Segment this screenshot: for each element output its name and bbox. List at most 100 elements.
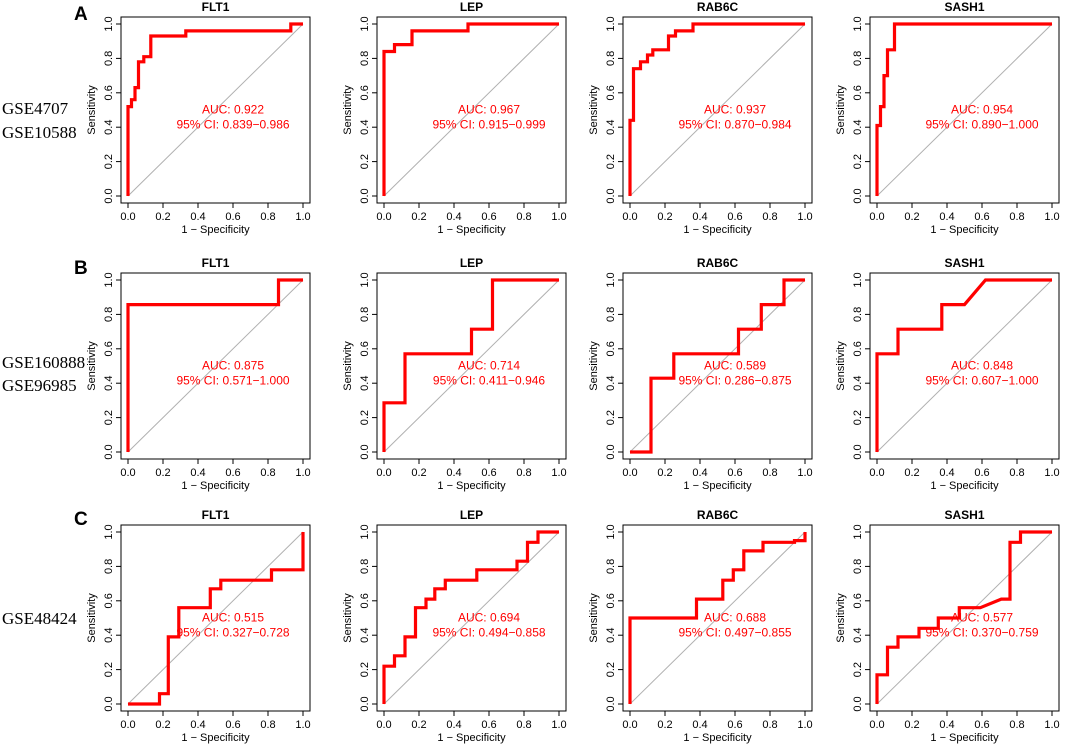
panel-b-flt1-ytick-label: 0.8 bbox=[103, 307, 115, 322]
panel-a-flt1-xtick-label: 1.0 bbox=[295, 211, 310, 223]
panel-b-lep-auc-label: AUC: 0.714 bbox=[458, 358, 520, 372]
panel-a-sash1-roc-curve bbox=[875, 22, 1052, 196]
panel-b-sash1-title: SASH1 bbox=[944, 256, 984, 270]
panel-a-rab6c-ytick-label: 1.0 bbox=[605, 16, 617, 31]
panel-c-flt1-ytick-label: 0.4 bbox=[103, 628, 115, 643]
panel-c-rab6c-xtick-label: 0.0 bbox=[622, 719, 637, 731]
panel-b-flt1-ytick-label: 0.2 bbox=[103, 410, 115, 425]
panel-c-lep-ylabel: Sensitivity bbox=[342, 593, 354, 643]
panel-a-rab6c-title: RAB6C bbox=[697, 0, 739, 14]
panel-c-rab6c-ytick-label: 0.4 bbox=[605, 628, 617, 643]
panel-a-flt1-title: FLT1 bbox=[202, 0, 230, 14]
panel-b-lep-xtick-label: 0.2 bbox=[411, 467, 426, 479]
panel-a-rab6c-xlabel: 1 − Specificity bbox=[683, 224, 752, 236]
panel-b-sash1-xtick-label: 0.0 bbox=[869, 467, 884, 479]
panel-b-lep-xtick-label: 0.8 bbox=[516, 467, 531, 479]
panel-c-sash1-ylabel: Sensitivity bbox=[835, 593, 847, 643]
panel-b-rab6c-auc-label: AUC: 0.589 bbox=[704, 358, 766, 372]
dataset-label-a1: GSE4707 bbox=[2, 99, 69, 118]
panel-a-sash1-ci-label: 95% CI: 0.890−1.000 bbox=[925, 117, 1038, 131]
panel-c-flt1-diagonal bbox=[127, 531, 304, 705]
panel-c-sash1-roc-curve bbox=[875, 530, 1052, 704]
panel-b-sash1-ytick-label: 0.8 bbox=[852, 307, 864, 322]
panel-a-lep-ytick-label: 1.0 bbox=[359, 16, 371, 31]
panel-b-lep-ytick-label: 0.8 bbox=[359, 307, 371, 322]
panel-b-flt1: FLT1 0.0 0.0 0.2 0.2 0.4 0.4 0.6 0.6 0.8 0.8 1.0 1.0… bbox=[86, 256, 311, 492]
panel-b-flt1-auc-label: AUC: 0.875 bbox=[202, 358, 264, 372]
panel-b-lep: LEP 0.0 0.0 0.2 0.2 0.4 0.4 0.6 0.6 0.8 0.8 1.0 1.0 1… bbox=[342, 256, 567, 492]
panel-b-sash1-ylabel: Sensitivity bbox=[835, 341, 847, 391]
panel-a-lep-xtick-label: 1.0 bbox=[551, 211, 566, 223]
panel-c-sash1-ytick-label: 0.6 bbox=[852, 593, 864, 608]
panel-c-sash1: SASH1 0.0 0.0 0.2 0.2 0.4 0.4 0.6 0.6 0.8 0.8 1.0 1.… bbox=[835, 508, 1060, 744]
panel-b-lep-ytick-label: 1.0 bbox=[359, 272, 371, 287]
panel-c-sash1-xtick-label: 1.0 bbox=[1044, 719, 1059, 731]
panel-b-rab6c-xtick-label: 0.6 bbox=[727, 467, 742, 479]
panel-c-lep-ytick-label: 0.8 bbox=[359, 559, 371, 574]
panel-c-flt1: FLT1 0.0 0.0 0.2 0.2 0.4 0.4 0.6 0.6 0.8 0.8 1.0 1.0… bbox=[86, 508, 311, 744]
row-letter-a: A bbox=[74, 4, 88, 25]
panel-a-sash1: SASH1 0.0 0.0 0.2 0.2 0.4 0.4 0.6 0.6 0.8 0.8 1.0 1.… bbox=[835, 0, 1060, 236]
panel-a-sash1-xtick-label: 0.8 bbox=[1009, 211, 1024, 223]
panel-b-lep-xtick-label: 0.0 bbox=[376, 467, 391, 479]
panel-b-rab6c-ytick-label: 0.0 bbox=[605, 444, 617, 459]
row-letter-b: B bbox=[74, 258, 88, 279]
panel-a-flt1-xtick-label: 0.4 bbox=[190, 211, 205, 223]
panel-b-sash1-diagonal bbox=[876, 279, 1053, 453]
panel-c-lep-xtick-label: 1.0 bbox=[551, 719, 566, 731]
panel-c-rab6c-roc-curve bbox=[628, 532, 807, 704]
panel-c-sash1-xtick-label: 0.8 bbox=[1009, 719, 1024, 731]
panel-c-flt1-ci-label: 95% CI: 0.327−0.728 bbox=[176, 625, 289, 639]
panel-a-lep-roc-curve bbox=[382, 22, 559, 196]
panel-c-sash1-ytick-label: 0.8 bbox=[852, 559, 864, 574]
panel-b-sash1-auc-label: AUC: 0.848 bbox=[951, 358, 1013, 372]
panel-c-flt1-xtick-label: 0.4 bbox=[190, 719, 205, 731]
panel-a-lep-ytick-label: 0.8 bbox=[359, 51, 371, 66]
panel-b-sash1-ytick-label: 0.0 bbox=[852, 444, 864, 459]
panel-b-flt1-roc-curve bbox=[126, 278, 303, 452]
panel-c-lep-auc-label: AUC: 0.694 bbox=[458, 610, 520, 624]
panel-c-lep-xtick-label: 0.6 bbox=[481, 719, 496, 731]
panel-a-flt1-ytick-label: 0.2 bbox=[103, 154, 115, 169]
panel-a-rab6c-xtick-label: 1.0 bbox=[797, 211, 812, 223]
panel-c-sash1-frame bbox=[869, 524, 1060, 712]
panel-c-rab6c-frame bbox=[622, 524, 813, 712]
panel-a-lep: LEP 0.0 0.0 0.2 0.2 0.4 0.4 0.6 0.6 0.8 0.8 1.0 1.0 1… bbox=[342, 0, 567, 236]
panel-c-rab6c-ci-label: 95% CI: 0.497−0.855 bbox=[678, 625, 791, 639]
panel-b-lep-ytick-label: 0.6 bbox=[359, 341, 371, 356]
panel-a-sash1-diagonal bbox=[876, 23, 1053, 197]
panel-b-sash1-xtick-label: 0.8 bbox=[1009, 467, 1024, 479]
panel-c-lep-ytick-label: 0.2 bbox=[359, 662, 371, 677]
panel-c-rab6c-xlabel: 1 − Specificity bbox=[683, 732, 752, 744]
panel-a-flt1-ytick-label: 0.8 bbox=[103, 51, 115, 66]
panel-a-sash1-ytick-label: 0.6 bbox=[852, 85, 864, 100]
panel-c-lep-xtick-label: 0.0 bbox=[376, 719, 391, 731]
dataset-label-b2: GSE96985 bbox=[2, 376, 77, 395]
panel-b-flt1-ylabel: Sensitivity bbox=[86, 341, 98, 391]
panel-b-rab6c-ytick-label: 0.8 bbox=[605, 307, 617, 322]
panel-a-flt1-auc-label: AUC: 0.922 bbox=[202, 102, 264, 116]
panel-b-lep-roc-curve bbox=[382, 278, 559, 452]
panel-a-lep-xtick-label: 0.6 bbox=[481, 211, 496, 223]
panel-a-rab6c-ytick-label: 0.6 bbox=[605, 85, 617, 100]
panel-b-flt1-xtick-label: 0.2 bbox=[155, 467, 170, 479]
panel-a-rab6c: RAB6C 0.0 0.0 0.2 0.2 0.4 0.4 0.6 0.6 0.8 0.8 1.0 1.… bbox=[588, 0, 813, 236]
panel-b-lep-ytick-label: 0.4 bbox=[359, 376, 371, 391]
panel-c-sash1-xtick-label: 0.0 bbox=[869, 719, 884, 731]
panel-c-flt1-xtick-label: 0.6 bbox=[225, 719, 240, 731]
panel-c-rab6c-diagonal bbox=[629, 531, 806, 705]
panel-b-flt1-diagonal bbox=[127, 279, 304, 453]
panel-a-rab6c-ci-label: 95% CI: 0.870−0.984 bbox=[678, 117, 791, 131]
panel-b-rab6c-xtick-label: 0.2 bbox=[657, 467, 672, 479]
panel-a-sash1-ytick-label: 0.2 bbox=[852, 154, 864, 169]
panel-a-sash1-frame bbox=[869, 16, 1060, 204]
panel-a-flt1-ytick-label: 0.6 bbox=[103, 85, 115, 100]
panel-c-sash1-ytick-label: 0.4 bbox=[852, 628, 864, 643]
panel-c-rab6c-ytick-label: 0.8 bbox=[605, 559, 617, 574]
panel-b-rab6c-xtick-label: 0.0 bbox=[622, 467, 637, 479]
panel-a-flt1-ylabel: Sensitivity bbox=[86, 85, 98, 135]
panel-a-flt1-roc-curve bbox=[126, 22, 303, 196]
panel-a-lep-xtick-label: 0.4 bbox=[446, 211, 461, 223]
panel-a-flt1-ytick-label: 1.0 bbox=[103, 16, 115, 31]
panel-a-sash1-xtick-label: 1.0 bbox=[1044, 211, 1059, 223]
